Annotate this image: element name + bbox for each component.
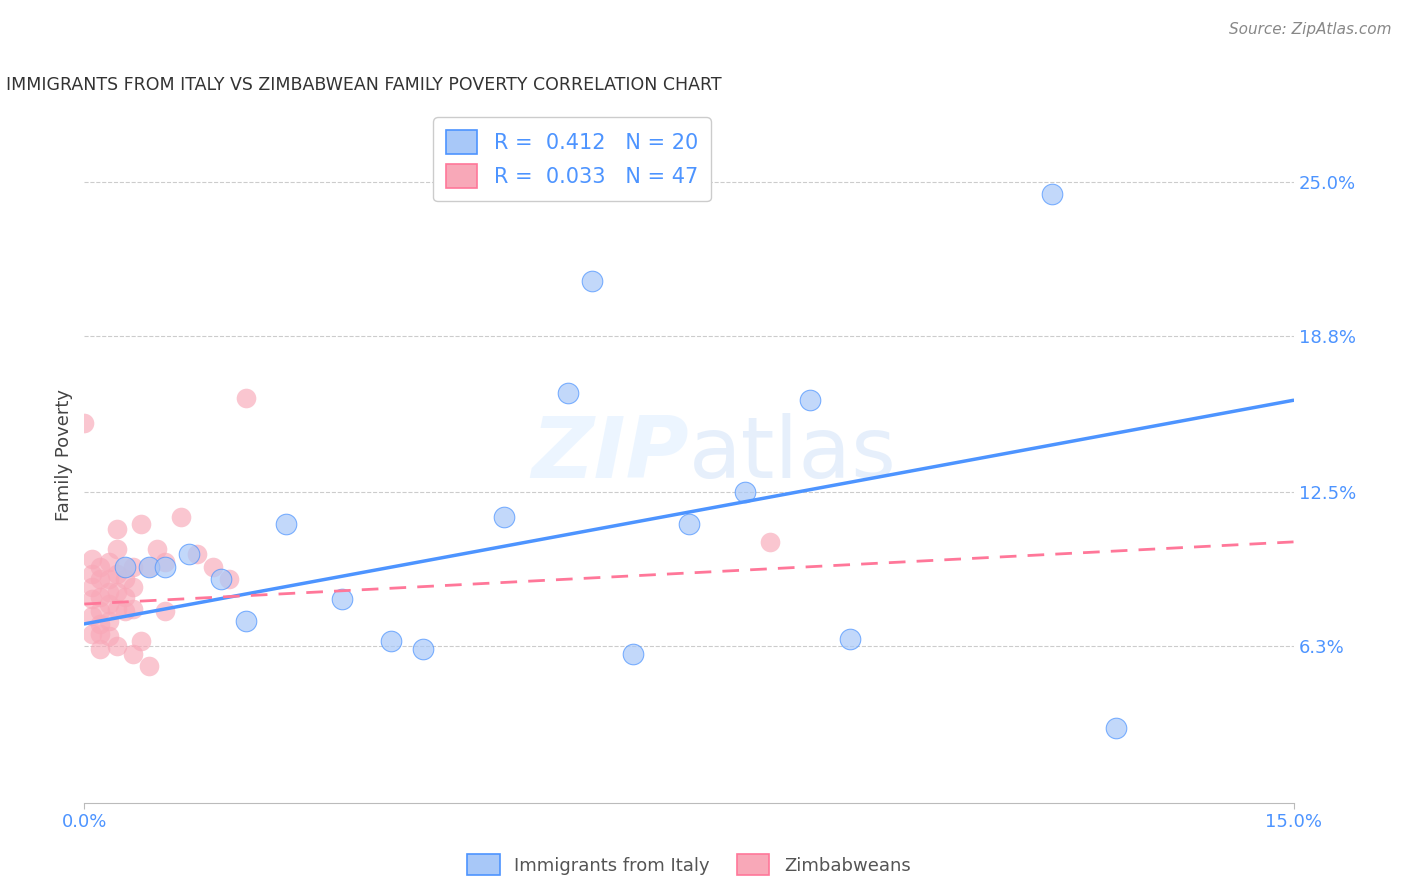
Point xyxy=(153,559,176,574)
Point xyxy=(621,647,644,661)
Point xyxy=(89,641,111,656)
Point xyxy=(114,559,136,574)
Point xyxy=(82,627,104,641)
Point xyxy=(153,555,176,569)
Point xyxy=(97,555,120,569)
Point xyxy=(557,385,579,400)
Point xyxy=(89,627,111,641)
Point xyxy=(89,590,111,604)
Point xyxy=(218,572,240,586)
Point xyxy=(1040,187,1063,202)
Point xyxy=(121,602,143,616)
Point xyxy=(105,602,128,616)
Point xyxy=(274,517,297,532)
Point xyxy=(138,559,160,574)
Point xyxy=(734,485,756,500)
Point xyxy=(97,629,120,643)
Point xyxy=(129,634,152,648)
Point xyxy=(179,547,201,561)
Point xyxy=(97,584,120,599)
Point xyxy=(97,572,120,586)
Text: atlas: atlas xyxy=(689,413,897,497)
Point xyxy=(1105,721,1128,735)
Point xyxy=(330,592,353,607)
Text: ZIP: ZIP xyxy=(531,413,689,497)
Point xyxy=(114,559,136,574)
Point xyxy=(121,559,143,574)
Point xyxy=(146,542,169,557)
Point xyxy=(105,542,128,557)
Point xyxy=(121,580,143,594)
Point xyxy=(89,559,111,574)
Point xyxy=(581,274,603,288)
Point xyxy=(186,547,208,561)
Point xyxy=(799,393,821,408)
Point xyxy=(114,590,136,604)
Point xyxy=(678,517,700,532)
Text: IMMIGRANTS FROM ITALY VS ZIMBABWEAN FAMILY POVERTY CORRELATION CHART: IMMIGRANTS FROM ITALY VS ZIMBABWEAN FAMI… xyxy=(6,77,721,95)
Point xyxy=(209,572,232,586)
Point xyxy=(121,647,143,661)
Legend: Immigrants from Italy, Zimbabweans: Immigrants from Italy, Zimbabweans xyxy=(458,846,920,884)
Point xyxy=(114,605,136,619)
Point xyxy=(73,416,96,430)
Point xyxy=(82,592,104,607)
Point xyxy=(839,632,862,646)
Point xyxy=(412,641,434,656)
Point xyxy=(758,535,780,549)
Point xyxy=(89,605,111,619)
Point xyxy=(492,510,515,524)
Point xyxy=(97,597,120,611)
Point xyxy=(105,567,128,582)
Point xyxy=(170,510,193,524)
Point xyxy=(129,517,152,532)
Point xyxy=(138,659,160,673)
Point xyxy=(235,391,257,405)
Y-axis label: Family Poverty: Family Poverty xyxy=(55,389,73,521)
Point xyxy=(82,580,104,594)
Point xyxy=(380,634,402,648)
Point xyxy=(153,605,176,619)
Point xyxy=(82,552,104,566)
Text: Source: ZipAtlas.com: Source: ZipAtlas.com xyxy=(1229,22,1392,37)
Point xyxy=(82,567,104,582)
Point xyxy=(82,609,104,624)
Point xyxy=(105,584,128,599)
Point xyxy=(105,639,128,653)
Point xyxy=(89,616,111,631)
Point xyxy=(105,523,128,537)
Point xyxy=(138,559,160,574)
Point xyxy=(235,615,257,629)
Point xyxy=(89,572,111,586)
Point xyxy=(97,615,120,629)
Point xyxy=(114,572,136,586)
Point xyxy=(202,559,225,574)
